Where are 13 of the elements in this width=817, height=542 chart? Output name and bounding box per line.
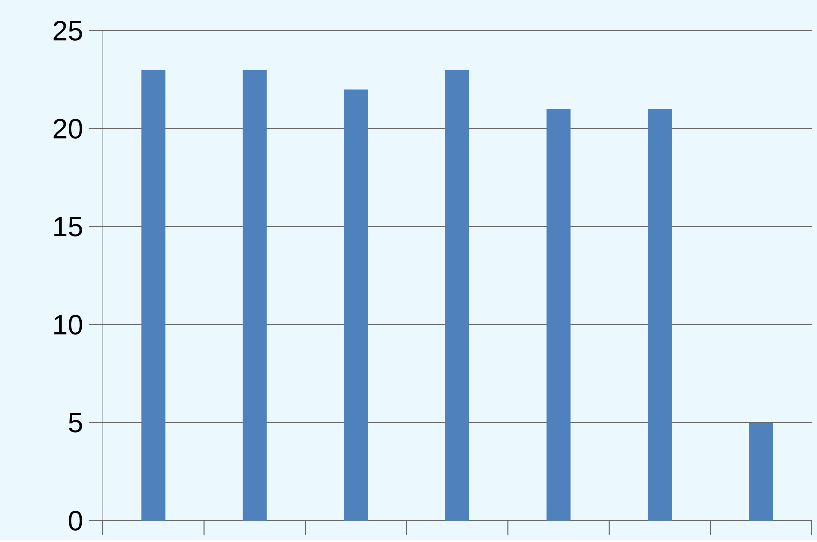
y-tick-label: 20 <box>54 119 82 139</box>
bar <box>749 423 774 522</box>
bar <box>142 70 166 522</box>
bar <box>546 109 571 522</box>
y-tick-label: 15 <box>54 217 82 237</box>
y-tick-label: 5 <box>69 413 82 433</box>
y-tick-label: 0 <box>69 511 82 531</box>
bar <box>242 70 267 522</box>
bar <box>648 109 672 522</box>
y-tick-label: 25 <box>54 21 82 41</box>
y-tick-label: 10 <box>54 315 82 335</box>
bar <box>344 90 368 522</box>
bar <box>446 70 470 522</box>
